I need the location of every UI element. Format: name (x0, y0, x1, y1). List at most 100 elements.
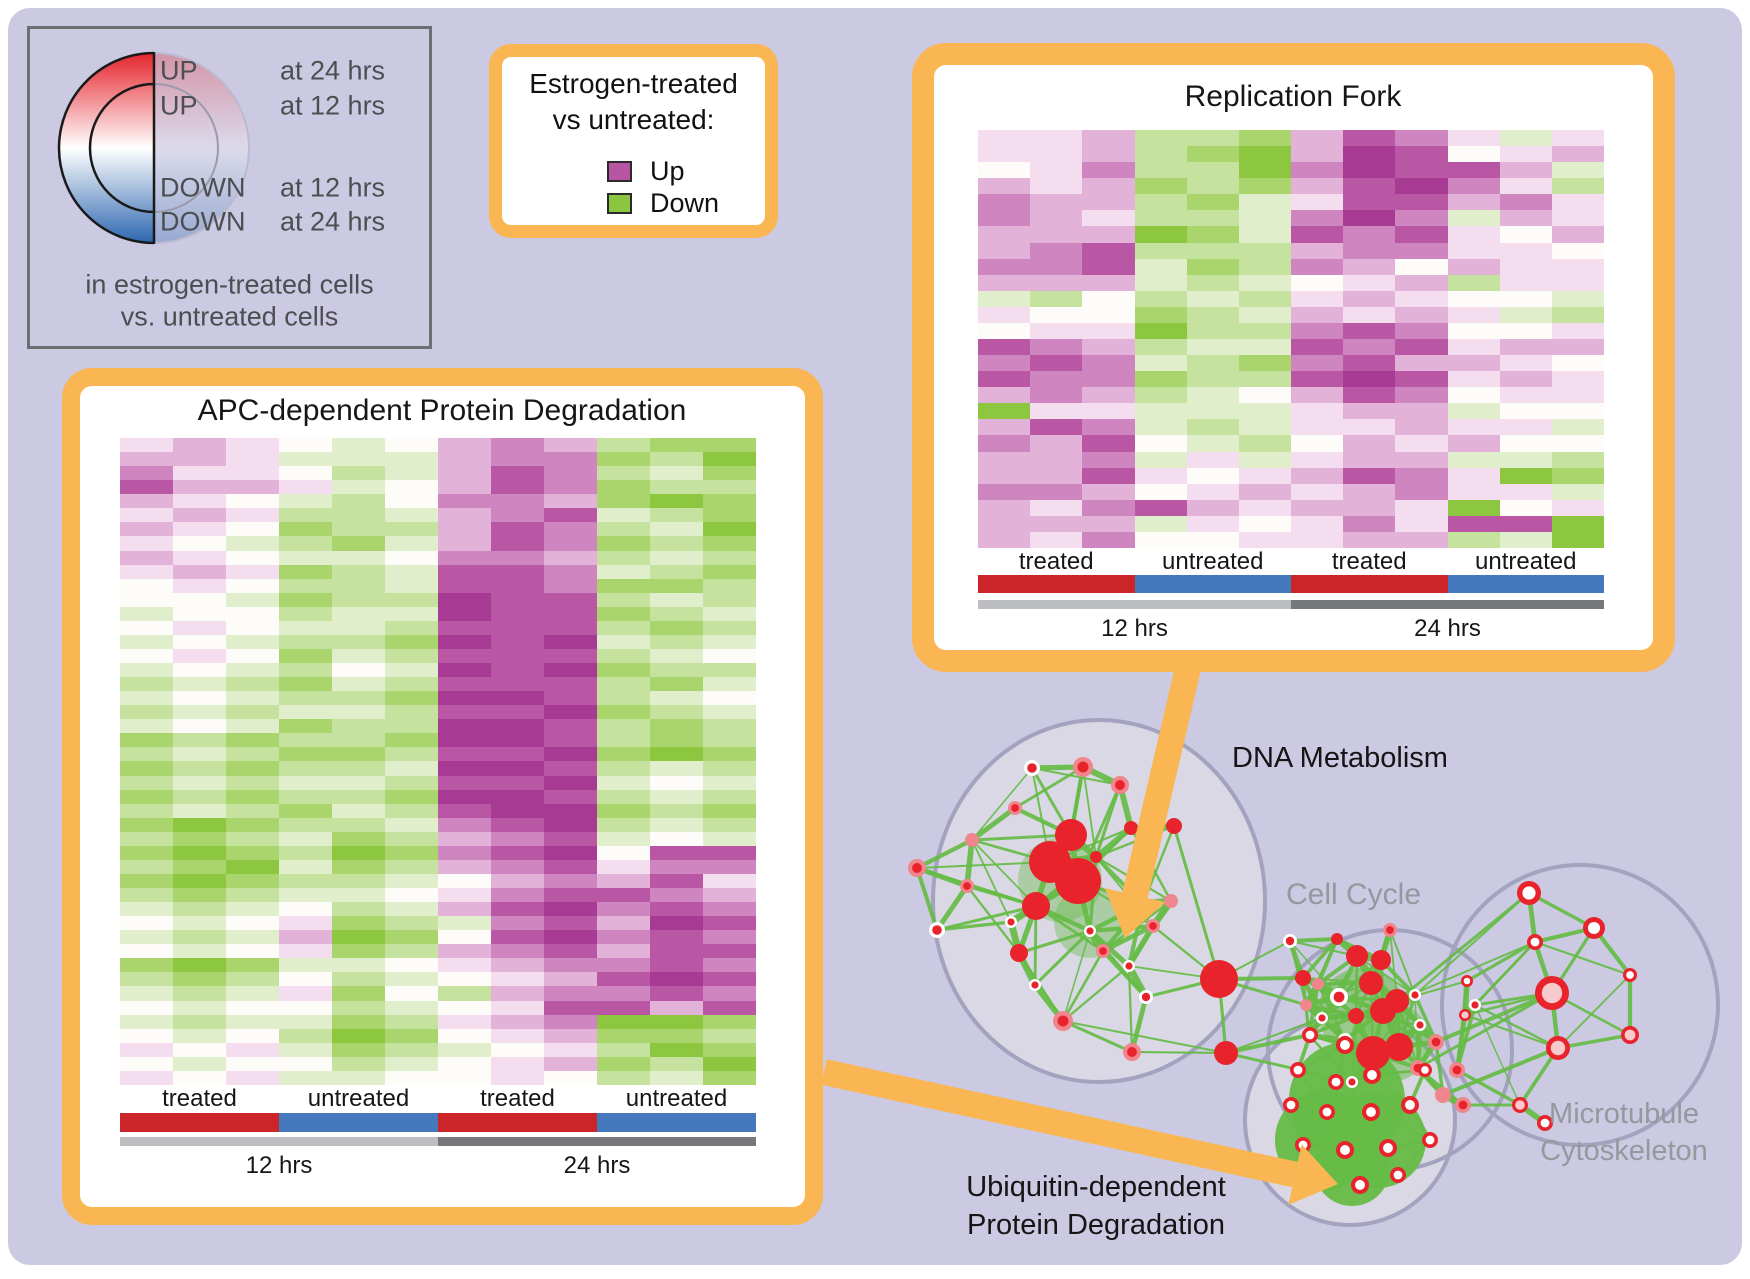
heatmap-cell (120, 845, 173, 860)
heatmap-cell (120, 522, 173, 537)
heatmap-cell (173, 606, 226, 621)
heatmap-row (978, 146, 1605, 163)
heatmap-cell (120, 902, 173, 917)
heatmap-cell (173, 592, 226, 607)
heatmap-row (120, 873, 756, 888)
heatmap-cell (173, 1028, 226, 1043)
heatmap-cell (1238, 467, 1292, 484)
heatmap-cell (491, 494, 544, 509)
heatmap-cell (226, 873, 279, 888)
heatmap-cell (1186, 210, 1239, 227)
heatmap-cell (491, 480, 544, 495)
heatmap-cell (438, 480, 491, 495)
heatmap-cell (1238, 290, 1292, 307)
heatmap-cell (1343, 162, 1396, 179)
heatmap-cell (332, 634, 385, 649)
treatment-bar-treated (120, 1113, 279, 1132)
heatmap-cell (226, 775, 279, 790)
group-label-untreated-12hrs: untreated (1162, 548, 1264, 575)
heatmap-cell (597, 466, 650, 481)
heatmap-cell (1238, 178, 1292, 195)
heatmap-cell (597, 803, 650, 818)
heatmap-cell (650, 452, 703, 467)
heatmap-cell (1499, 146, 1552, 163)
heatmap-cell (978, 322, 1031, 340)
heatmap-cell (1551, 258, 1605, 275)
heatmap-cell (279, 480, 332, 495)
heatmap-cell (650, 916, 703, 931)
heatmap-cell (385, 578, 438, 593)
estrogen-legend-title: Estrogen-treated vs untreated: (502, 66, 765, 138)
heatmap-cell (491, 958, 544, 973)
heatmap-cell (1134, 258, 1187, 275)
heatmap-cell (1343, 178, 1396, 195)
heatmap-cell (703, 620, 756, 635)
heatmap-cell (491, 761, 544, 776)
heatmap-row (120, 1000, 756, 1015)
heatmap-cell (438, 648, 491, 663)
heatmap-cell (120, 944, 173, 959)
heatmap-cell (1343, 146, 1396, 163)
heatmap-cell (597, 564, 650, 579)
heatmap-cell (491, 691, 544, 706)
heatmap-row (120, 761, 756, 776)
heatmap-cell (226, 494, 279, 509)
heatmap-cell (385, 1014, 438, 1029)
heatmap-cell (544, 1056, 597, 1071)
heatmap-cell (544, 747, 597, 762)
heatmap-cell (978, 483, 1031, 500)
heatmap-cell (544, 606, 597, 621)
heatmap-cell (491, 859, 544, 874)
heatmap-cell (978, 258, 1031, 275)
heatmap-cell (332, 986, 385, 1001)
heatmap-cell (279, 930, 332, 945)
heatmap-cell (491, 902, 544, 917)
heatmap-cell (438, 578, 491, 593)
heatmap-cell (1499, 515, 1552, 532)
heatmap-row (120, 691, 756, 706)
heatmap-cell (1291, 274, 1344, 291)
heatmap-cell (173, 845, 226, 860)
group-label-untreated-24hrs: untreated (625, 1085, 728, 1112)
heatmap-cell (1395, 306, 1448, 323)
heatmap-cell (1551, 371, 1605, 388)
heatmap-cell (703, 466, 756, 481)
heatmap-cell (385, 831, 438, 846)
heatmap-cell (597, 972, 650, 987)
heatmap-cell (544, 480, 597, 495)
heatmap-cell (650, 958, 703, 973)
heatmap-cell (703, 550, 756, 565)
heatmap-cell (1499, 387, 1552, 404)
heatmap-cell (120, 508, 173, 523)
heatmap-cell (978, 290, 1031, 307)
treatment-bar-untreated (1134, 575, 1291, 593)
heatmap-cell (491, 1042, 544, 1057)
heatmap-cell (438, 1014, 491, 1029)
heatmap-cell (1395, 226, 1448, 243)
heatmap-cell (1291, 242, 1344, 259)
heatmap-cell (1030, 242, 1083, 259)
heatmap-cell (385, 761, 438, 776)
heatmap-row (120, 536, 756, 551)
heatmap-cell (173, 986, 226, 1001)
heatmap-cell (173, 452, 226, 467)
heatmap-cell (438, 789, 491, 804)
heatmap-cell (173, 831, 226, 846)
heatmap-cell (385, 803, 438, 818)
heatmap-cell (385, 789, 438, 804)
heatmap-cell (544, 508, 597, 523)
heatmap-cell (1291, 226, 1344, 243)
heatmap-cell (544, 733, 597, 748)
heatmap-cell (491, 564, 544, 579)
heatmap-cell (120, 803, 173, 818)
heatmap-cell (1447, 226, 1500, 243)
heatmap-cell (1343, 339, 1396, 356)
heatmap-cell (385, 873, 438, 888)
heatmap-cell (120, 719, 173, 734)
heatmap-cell (597, 522, 650, 537)
heatmap-cell (650, 930, 703, 945)
heatmap-row (978, 451, 1605, 468)
heatmap-row (978, 387, 1605, 404)
heatmap-cell (385, 902, 438, 917)
heatmap-cell (332, 1000, 385, 1015)
